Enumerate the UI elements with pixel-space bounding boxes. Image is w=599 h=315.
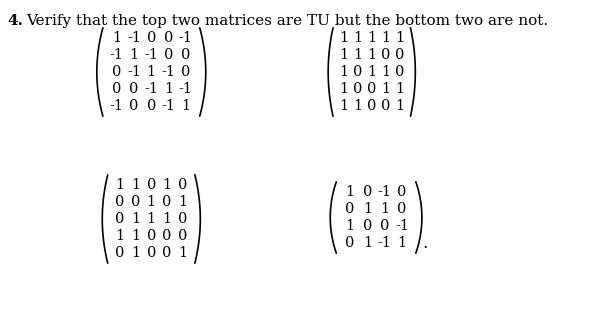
Text: 0: 0 xyxy=(147,31,156,45)
Text: 1: 1 xyxy=(346,185,355,199)
Text: 4.: 4. xyxy=(7,14,23,28)
Text: 0: 0 xyxy=(131,195,140,209)
Text: 1: 1 xyxy=(116,178,125,192)
Text: 0: 0 xyxy=(381,99,391,113)
Text: 0: 0 xyxy=(395,65,404,79)
Text: 0: 0 xyxy=(363,219,372,233)
Text: 1: 1 xyxy=(340,99,349,113)
Text: -1: -1 xyxy=(162,65,176,79)
Text: 0: 0 xyxy=(353,65,362,79)
Text: 0: 0 xyxy=(164,31,173,45)
Text: 0: 0 xyxy=(116,212,125,226)
Text: 1: 1 xyxy=(381,31,390,45)
Text: 1: 1 xyxy=(178,195,187,209)
Text: 0: 0 xyxy=(147,99,156,113)
Text: -1: -1 xyxy=(162,99,176,113)
Text: 1: 1 xyxy=(367,48,376,62)
Text: -1: -1 xyxy=(378,185,392,199)
Text: 1: 1 xyxy=(380,202,389,216)
Text: 1: 1 xyxy=(147,195,156,209)
Text: 0: 0 xyxy=(112,65,122,79)
Text: 0: 0 xyxy=(363,185,372,199)
Text: 1: 1 xyxy=(131,229,140,243)
Text: -1: -1 xyxy=(144,82,158,96)
Text: -1: -1 xyxy=(127,65,141,79)
Text: 0: 0 xyxy=(397,185,407,199)
Text: 1: 1 xyxy=(178,246,187,260)
Text: 0: 0 xyxy=(346,202,355,216)
Text: 0: 0 xyxy=(181,48,190,62)
Text: 0: 0 xyxy=(116,195,125,209)
Text: 1: 1 xyxy=(112,31,121,45)
Text: -1: -1 xyxy=(110,99,124,113)
Text: 1: 1 xyxy=(147,65,156,79)
Text: 1: 1 xyxy=(395,82,404,96)
Text: 0: 0 xyxy=(129,99,139,113)
Text: 0: 0 xyxy=(353,82,362,96)
Text: 0: 0 xyxy=(367,99,376,113)
Text: 1: 1 xyxy=(340,31,349,45)
Text: 1: 1 xyxy=(162,212,171,226)
Text: -1: -1 xyxy=(378,236,392,250)
Text: 1: 1 xyxy=(340,82,349,96)
Text: 1: 1 xyxy=(340,48,349,62)
Text: .: . xyxy=(423,234,428,251)
Text: 1: 1 xyxy=(340,65,349,79)
Text: 0: 0 xyxy=(346,236,355,250)
Text: 1: 1 xyxy=(381,65,390,79)
Text: -1: -1 xyxy=(127,31,141,45)
Text: 1: 1 xyxy=(353,48,362,62)
Text: 0: 0 xyxy=(112,82,122,96)
Text: -1: -1 xyxy=(110,48,124,62)
Text: 1: 1 xyxy=(363,236,372,250)
Text: 0: 0 xyxy=(397,202,407,216)
Text: 1: 1 xyxy=(181,99,190,113)
Text: 1: 1 xyxy=(381,82,390,96)
Text: 1: 1 xyxy=(131,178,140,192)
Text: 1: 1 xyxy=(147,212,156,226)
Text: -1: -1 xyxy=(144,48,158,62)
Text: 0: 0 xyxy=(162,229,171,243)
Text: 0: 0 xyxy=(116,246,125,260)
Text: 1: 1 xyxy=(116,229,125,243)
Text: 0: 0 xyxy=(147,178,156,192)
Text: 1: 1 xyxy=(395,31,404,45)
Text: 0: 0 xyxy=(162,246,171,260)
Text: Verify that the top two matrices are TU but the bottom two are not.: Verify that the top two matrices are TU … xyxy=(26,14,548,28)
Text: -1: -1 xyxy=(179,31,193,45)
Text: 1: 1 xyxy=(131,246,140,260)
Text: 1: 1 xyxy=(398,236,407,250)
Text: 0: 0 xyxy=(178,178,187,192)
Text: 1: 1 xyxy=(395,99,404,113)
Text: 1: 1 xyxy=(367,31,376,45)
Text: 0: 0 xyxy=(147,229,156,243)
Text: 1: 1 xyxy=(346,219,355,233)
Text: 1: 1 xyxy=(164,82,173,96)
Text: 0: 0 xyxy=(178,229,187,243)
Text: -1: -1 xyxy=(395,219,409,233)
Text: 1: 1 xyxy=(353,31,362,45)
Text: 1: 1 xyxy=(363,202,372,216)
Text: 0: 0 xyxy=(380,219,389,233)
Text: 0: 0 xyxy=(181,65,190,79)
Text: 0: 0 xyxy=(129,82,139,96)
Text: 0: 0 xyxy=(395,48,404,62)
Text: 0: 0 xyxy=(178,212,187,226)
Text: 0: 0 xyxy=(162,195,171,209)
Text: 0: 0 xyxy=(164,48,173,62)
Text: 1: 1 xyxy=(162,178,171,192)
Text: 1: 1 xyxy=(367,65,376,79)
Text: 1: 1 xyxy=(129,48,138,62)
Text: 1: 1 xyxy=(353,99,362,113)
Text: 1: 1 xyxy=(131,212,140,226)
Text: 0: 0 xyxy=(367,82,376,96)
Text: 0: 0 xyxy=(147,246,156,260)
Text: 0: 0 xyxy=(381,48,391,62)
Text: -1: -1 xyxy=(179,82,193,96)
